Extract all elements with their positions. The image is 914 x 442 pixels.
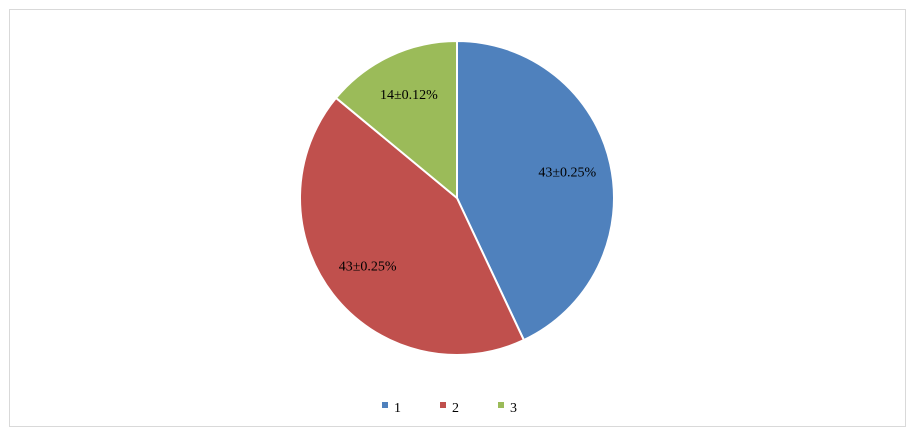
legend-marker	[382, 402, 388, 408]
legend-label: 1	[394, 401, 401, 416]
pie-slice	[299, 96, 526, 356]
data-label: 43±0.25%	[339, 260, 397, 275]
pie-slice	[456, 39, 615, 342]
legend-label: 2	[452, 401, 459, 416]
legend-marker	[498, 402, 504, 408]
data-label: 14±0.12%	[380, 88, 438, 103]
legend-marker	[440, 402, 446, 408]
data-label: 43±0.25%	[538, 166, 596, 181]
legend-label: 3	[510, 401, 517, 416]
pie-slice	[334, 39, 458, 201]
